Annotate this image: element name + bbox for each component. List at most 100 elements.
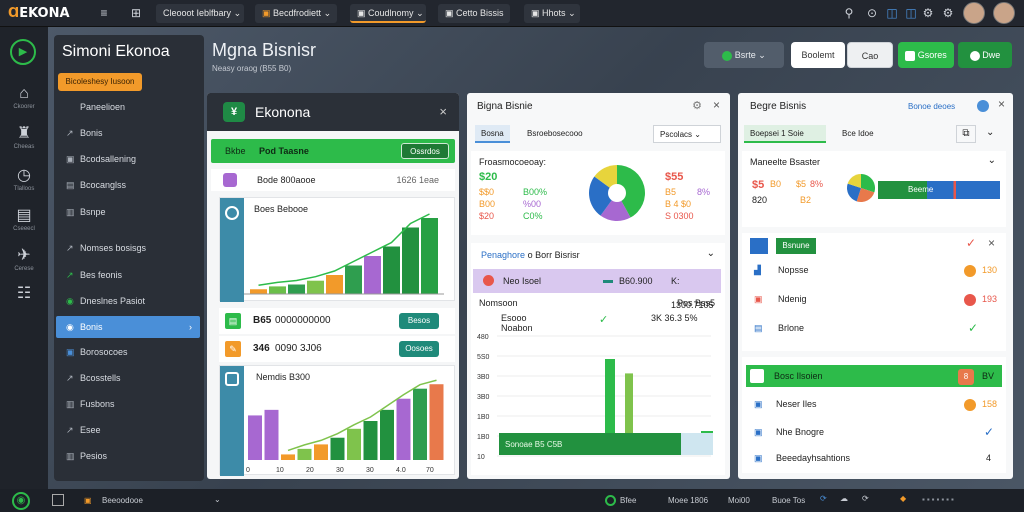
bar xyxy=(248,415,262,460)
tab-bosna[interactable]: Bosna xyxy=(475,125,510,143)
sidebar-action-button[interactable]: Bicoleshesy Iusoon xyxy=(58,73,142,91)
list-item[interactable]: ▤ Brlone ✓ xyxy=(742,317,1006,339)
rail-item-chess[interactable]: ♜ Cheeas xyxy=(8,125,40,151)
chevron-down-icon[interactable]: ⌄ xyxy=(986,127,995,138)
logo-text: EKONA xyxy=(19,6,70,21)
app-logo[interactable]: ⱭEKONA xyxy=(8,6,70,21)
window-icon[interactable]: ◫ xyxy=(886,6,898,20)
apps-grid-icon[interactable]: ⊞ xyxy=(130,6,142,20)
settings-icon[interactable]: ⚙ xyxy=(692,100,702,112)
top-dropdown-2[interactable]: ▣ Becdfrodiett ⌄ xyxy=(255,4,337,23)
stat-button[interactable]: Besos xyxy=(399,313,439,329)
sidebar-item[interactable]: Paneelioen xyxy=(56,96,200,118)
logo-icon: Ɑ xyxy=(8,6,20,21)
header-button-1[interactable]: Boolemt xyxy=(791,42,845,68)
chart1-svg xyxy=(244,213,444,295)
check-icon[interactable]: ✓ xyxy=(966,236,977,250)
tab-primary[interactable]: Boepsei 1 Soie xyxy=(744,125,826,143)
sidebar-item-label: Bonis xyxy=(80,322,103,332)
status-icon[interactable]: ◉ xyxy=(12,492,30,510)
top-dropdown-1[interactable]: Cleooot Ieblfbary ⌄ xyxy=(156,4,244,23)
cloud-icon[interactable]: ☁ xyxy=(840,494,848,503)
sidebar-item[interactable]: ↗ Nomses bosisgs xyxy=(56,237,200,259)
x-tick-label: 70 xyxy=(426,467,434,474)
chevron-down-icon[interactable]: ⌄ xyxy=(987,155,996,166)
sidebar-item[interactable]: ↗ Bcosstells xyxy=(56,367,200,389)
top-dropdown-5[interactable]: ▣ Hhots ⌄ xyxy=(524,4,580,23)
bell-icon[interactable]: ◆ xyxy=(900,494,907,503)
highlight-row[interactable]: Neo Isoel B60.900 K: 1300.7105 xyxy=(473,269,721,310)
window-icon[interactable]: ◫ xyxy=(905,6,917,20)
help-icon[interactable]: ⊙ xyxy=(866,6,878,20)
rail-item-docs[interactable]: ▤ Cseeecl xyxy=(8,207,40,233)
grid-icon: ▥ xyxy=(66,207,75,217)
close-icon[interactable]: × xyxy=(712,98,720,112)
rail-item-home[interactable]: ⌂ Ckoorer xyxy=(8,85,40,111)
rail-item-send[interactable]: ✈ Cerese xyxy=(8,247,40,273)
row-sub: Noabon xyxy=(501,323,533,333)
rail-item-list[interactable]: ☷ xyxy=(8,285,40,303)
list-icon: ☷ xyxy=(16,285,32,302)
window-icon[interactable] xyxy=(52,494,64,506)
avatar[interactable] xyxy=(993,2,1015,24)
chart-area-1: Boes Bebooe xyxy=(219,197,455,302)
green-row[interactable]: Bosc Ilsoien 8 BV xyxy=(746,365,1002,387)
list-item[interactable]: ▣ Beeedayhsahtions 4 xyxy=(742,447,1006,469)
copy-icon[interactable]: ⧉ xyxy=(956,125,976,143)
bottom-left-label[interactable]: Beeoodooe xyxy=(102,496,143,505)
brand-logo-icon: ¥ xyxy=(223,102,245,122)
list-item[interactable]: ▟ Nopsse 130 xyxy=(742,259,1006,281)
tab-secondary[interactable]: Bce Idoe xyxy=(842,129,874,138)
sidebar-item[interactable]: ▥ Fusbons xyxy=(56,393,200,415)
chevron-down-icon[interactable]: ⌄ xyxy=(706,248,715,259)
globe-icon xyxy=(225,206,239,220)
sidebar-item[interactable]: ↗ Bonis xyxy=(56,122,200,144)
header-button-2[interactable]: Cao xyxy=(847,42,893,68)
sidebar-item[interactable]: ▣ Bcodsallening xyxy=(56,148,200,170)
kpi-value: B2 xyxy=(800,195,812,205)
top-dropdown-3[interactable]: ▣ Coudlnomy ⌄ xyxy=(350,4,426,23)
settings-icon[interactable]: ⚙ xyxy=(922,6,934,20)
sidebar-item[interactable]: ▥ Bsnpe xyxy=(56,201,200,223)
list-item-label: Nopsse xyxy=(778,265,809,275)
top-dropdown-4[interactable]: ▣ Cetto Bissis xyxy=(438,4,510,23)
header-button-4[interactable]: Dwe xyxy=(958,42,1012,68)
status-item: Buoe Tos xyxy=(772,496,806,505)
sidebar-item[interactable]: ◉ Dneslnes Pasiot xyxy=(56,290,200,312)
search-icon[interactable]: ⚲ xyxy=(844,6,854,20)
top-dropdown-label: Cleooot Ieblfbary xyxy=(163,8,232,18)
list-item-label: Ndenig xyxy=(778,294,807,304)
check-box-icon xyxy=(905,50,916,61)
sidebar-item[interactable]: ↗ Esee xyxy=(56,419,200,441)
avatar[interactable] xyxy=(963,2,985,24)
list-item[interactable]: ▣ Neser Iles 158 xyxy=(742,393,1006,415)
bar xyxy=(421,218,438,294)
sidebar-item[interactable]: ▤ Bcocanglss xyxy=(56,174,200,196)
tab-secondary[interactable]: Bsroebosecooo xyxy=(527,129,583,138)
header-button-3[interactable]: Gsores xyxy=(898,42,954,68)
rail-item-clock[interactable]: ◷ Tlalloos xyxy=(8,167,40,193)
hamburger-menu-icon[interactable]: ≡ xyxy=(100,6,108,20)
status-bar-button[interactable]: Ossrdos xyxy=(401,143,449,159)
dropdown[interactable]: Pscolacs ⌄ xyxy=(653,125,721,143)
sync-icon[interactable]: ⟳ xyxy=(862,494,869,503)
sync-icon[interactable]: ⟳ xyxy=(820,494,827,503)
sidebar-item[interactable]: ▥ Pesios xyxy=(56,445,200,467)
dropdown-label: Pscolacs xyxy=(660,130,693,139)
list-item[interactable]: ▣ Nhe Bnogre ✓ xyxy=(742,421,1006,443)
close-icon[interactable]: × xyxy=(988,236,996,250)
sidebar-item-selected[interactable]: ◉ Bonis › xyxy=(56,316,200,338)
header-select[interactable]: Bsrte ⌄ xyxy=(704,42,784,68)
panel-link[interactable]: Bonoe deoes xyxy=(908,102,956,111)
bar xyxy=(347,428,361,460)
list-item[interactable]: ▣ Ndenig 193 xyxy=(742,288,1006,310)
sidebar-item[interactable]: ▣ Borosocoes xyxy=(56,341,200,363)
info-icon[interactable] xyxy=(977,100,989,112)
play-logo-icon[interactable]: ▶ xyxy=(10,39,36,65)
chevron-down-icon[interactable]: ⌄ xyxy=(214,495,221,504)
close-icon[interactable]: × xyxy=(997,97,1005,111)
stat-button[interactable]: Oosoes xyxy=(399,341,439,357)
gear-icon[interactable]: ⚙ xyxy=(942,6,954,20)
sidebar-item[interactable]: ↗ Bes feonis xyxy=(56,264,200,286)
close-icon[interactable]: × xyxy=(439,104,447,119)
